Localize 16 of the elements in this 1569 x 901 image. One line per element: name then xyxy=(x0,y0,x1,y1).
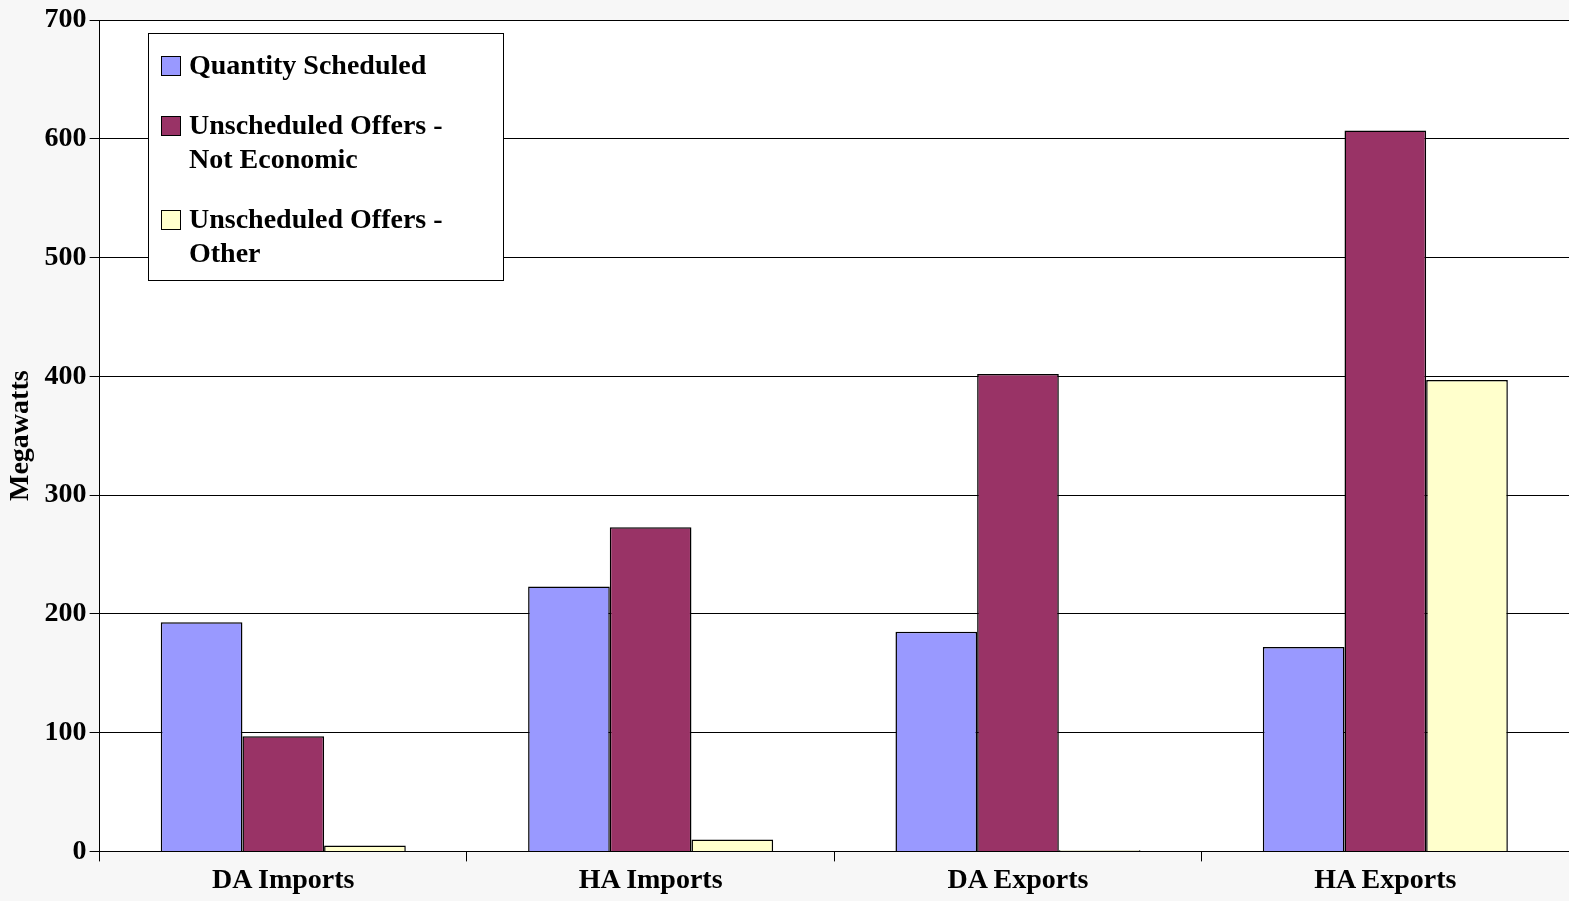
x-tick-label: HA Exports xyxy=(1314,863,1457,895)
legend-label: Quantity Scheduled xyxy=(189,48,427,82)
x-tick-label: HA Imports xyxy=(578,863,723,895)
y-tick-label: 400 xyxy=(44,358,87,390)
legend-label: Unscheduled Offers - Not Economic xyxy=(189,108,444,176)
y-tick-label: 100 xyxy=(44,714,87,746)
y-axis-title: Megawatts xyxy=(3,370,35,502)
y-tick-label: 300 xyxy=(44,477,87,509)
y-tick-label: 600 xyxy=(44,121,87,153)
legend-label: Unscheduled Offers - Other xyxy=(189,202,444,270)
y-tick-label: 500 xyxy=(44,239,87,271)
x-tick-label: DA Imports xyxy=(212,863,355,895)
y-tick-label: 0 xyxy=(72,833,87,865)
y-tick-label: 200 xyxy=(44,596,87,628)
y-tick-label: 700 xyxy=(44,2,87,34)
x-tick-label: DA Exports xyxy=(947,863,1089,895)
